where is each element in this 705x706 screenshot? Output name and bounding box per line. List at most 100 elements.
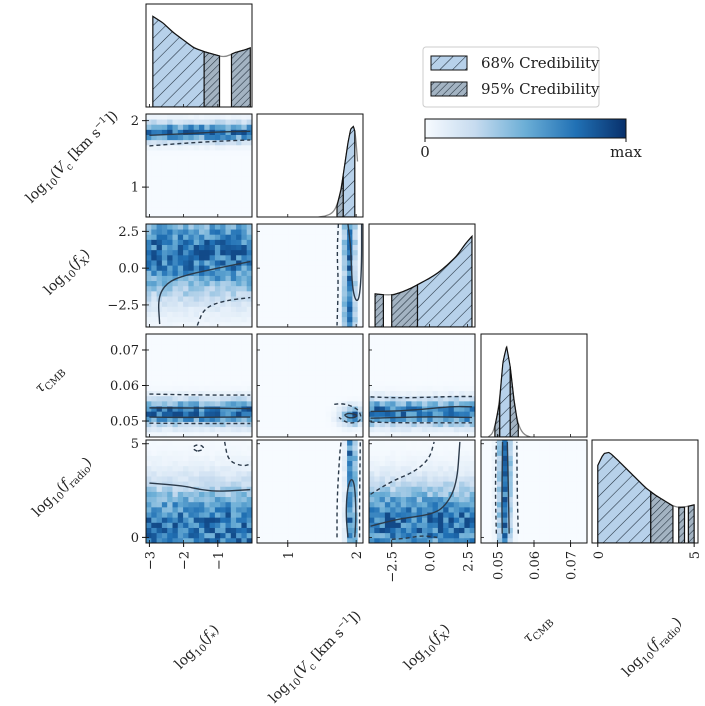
heatmap-cell: [347, 496, 353, 503]
heatmap-cell: [422, 455, 428, 461]
heatmap-cell: [453, 406, 460, 412]
heatmap-cell: [422, 532, 428, 539]
heatmap-cell: [220, 196, 226, 202]
heatmap-cell: [267, 380, 274, 386]
heatmap-cell: [315, 224, 321, 230]
heatmap-cell: [416, 460, 423, 467]
heatmap-cell: [225, 134, 232, 141]
heatmap-cell: [304, 244, 311, 251]
heatmap-cell: [315, 400, 321, 407]
heatmap-cell: [183, 465, 189, 472]
heatmap-cell: [384, 506, 391, 513]
xtick-label-vc: 2: [350, 551, 365, 559]
heatmap-cell: [283, 460, 290, 467]
heatmap-cell: [161, 460, 168, 467]
heatmap-cell: [188, 244, 195, 251]
heatmap-cell: [448, 486, 455, 492]
heatmap-cell: [204, 119, 210, 125]
heatmap-cell: [544, 481, 551, 487]
heatmap-cell: [549, 460, 556, 467]
heatmap-cell: [325, 239, 332, 245]
heatmap-cell: [209, 321, 216, 327]
heatmap-cell: [151, 440, 157, 446]
heatmap-cell: [272, 296, 279, 302]
heatmap-cell: [151, 411, 157, 417]
contour-68b-fx-tau: [370, 416, 472, 419]
heatmap-cell: [518, 532, 524, 539]
heatmap-cell: [400, 481, 407, 487]
heatmap-cell: [220, 380, 226, 386]
heatmap-cell: [262, 390, 268, 397]
heatmap-cell: [177, 460, 184, 467]
heatmap-cell: [236, 431, 242, 437]
heatmap-cell: [400, 349, 407, 355]
heatmap-cell: [267, 229, 274, 235]
heatmap-cell: [257, 537, 263, 543]
heatmap-cell: [374, 455, 380, 461]
heatmap-cell: [156, 134, 163, 141]
heatmap-cell: [167, 129, 173, 135]
heatmap-cell: [220, 175, 226, 182]
heatmap-cell: [156, 431, 163, 437]
heatmap-cell: [230, 234, 237, 240]
heatmap-cell: [539, 460, 545, 467]
heatmap-cell: [246, 450, 252, 456]
heatmap-cell: [336, 431, 343, 437]
heatmap-cell: [236, 211, 242, 217]
heatmap-cell: [528, 501, 535, 508]
heatmap-cell: [161, 400, 168, 407]
heatmap-cell: [246, 491, 252, 498]
heatmap-cell: [230, 470, 237, 477]
heatmap-cell: [204, 395, 210, 402]
heatmap-cell: [571, 455, 577, 461]
heatmap-cell: [146, 306, 152, 312]
heatmap-cell: [214, 370, 221, 376]
heatmap-cell: [464, 460, 471, 467]
heatmap-cell: [448, 440, 455, 446]
heatmap-cell: [310, 460, 316, 467]
heatmap-cell: [544, 501, 551, 508]
heatmap-cell: [230, 229, 237, 235]
heatmap-cell: [427, 532, 433, 539]
heatmap-cell: [395, 460, 402, 467]
heatmap-cell: [437, 339, 444, 345]
heatmap-cell: [304, 280, 311, 287]
heatmap-cell: [225, 260, 232, 266]
heatmap-cell: [374, 486, 380, 492]
heatmap-cell: [156, 400, 163, 407]
heatmap-cell: [496, 470, 503, 477]
pair-panel-fstar-tau: [145, 333, 253, 438]
heatmap-cell: [193, 426, 200, 433]
heatmap-cell: [395, 481, 402, 487]
heatmap-cell: [267, 431, 274, 437]
heatmap-cell: [336, 344, 343, 350]
pair-panel-fstar-fradio: [145, 439, 253, 544]
heatmap-cell: [257, 229, 263, 235]
heatmap-cell: [177, 239, 184, 245]
heatmap-cell: [432, 359, 439, 366]
heatmap-cell: [347, 311, 353, 318]
heatmap-cell: [204, 144, 210, 151]
heatmap-cell: [453, 501, 460, 508]
heatmap-cell: [257, 254, 263, 261]
contour-95b-vc-fradio: [358, 441, 361, 538]
heatmap-cell: [161, 406, 168, 412]
heatmap-cell: [395, 465, 402, 472]
heatmap-cell: [390, 385, 396, 392]
heatmap-cell: [262, 496, 268, 503]
heatmap-cell: [146, 359, 152, 366]
heatmap-cell: [283, 354, 290, 361]
heatmap-cell: [310, 506, 316, 513]
heatmap-cell: [315, 395, 321, 402]
heatmap-cell: [565, 445, 572, 451]
heatmap-cell: [188, 385, 195, 392]
heatmap-cell: [193, 165, 200, 172]
heatmap-cell: [161, 265, 168, 271]
heatmap-cell: [395, 400, 402, 407]
heatmap-cell: [320, 339, 327, 345]
heatmap-cell: [161, 349, 168, 355]
heatmap-cell: [555, 501, 561, 508]
heatmap-cell: [257, 344, 263, 350]
heatmap-cell: [374, 537, 380, 543]
heatmap-cell: [246, 400, 252, 407]
